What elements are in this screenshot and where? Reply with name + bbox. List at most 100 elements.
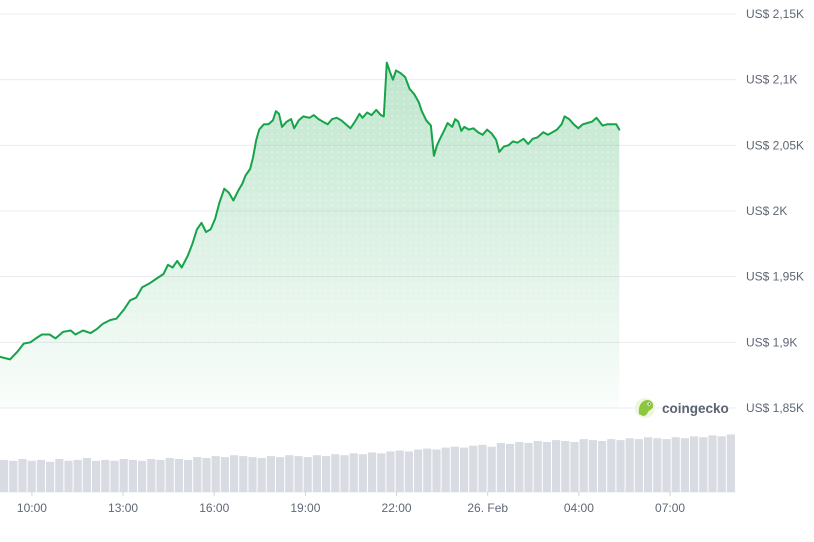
x-tick-label: 04:00 [564, 501, 594, 515]
volume-bar [542, 442, 551, 492]
volume-bar [18, 459, 27, 492]
volume-bar [46, 461, 55, 492]
volume-bar [616, 440, 625, 492]
volume-bar [82, 458, 91, 492]
volume-bar [404, 451, 413, 492]
x-tick-label: 07:00 [655, 501, 685, 515]
y-tick-label: US$ 2,1K [746, 73, 797, 87]
volume-bar [432, 449, 441, 492]
volume-bar [184, 459, 193, 492]
y-tick-label: US$ 2,15K [746, 7, 804, 21]
volume-bar [312, 455, 321, 492]
x-tick-label: 10:00 [17, 501, 47, 515]
volume-bar [211, 456, 220, 492]
volume-bar [248, 457, 257, 492]
volume-bar [395, 450, 404, 492]
volume-bar [147, 459, 156, 492]
x-tick-label: 16:00 [199, 501, 229, 515]
volume-bar [634, 439, 643, 492]
volume-bar [469, 445, 478, 492]
x-axis-tick-labels: 10:00 13:00 16:00 19:00 22:00 26. Feb 04:00 07:… [17, 492, 685, 515]
volume-bar [524, 442, 533, 492]
volume-bar [561, 441, 570, 492]
volume-bar [193, 457, 202, 492]
volume-bar [570, 442, 579, 492]
volume-bar [110, 460, 119, 492]
volume-bar [662, 439, 671, 492]
volume-bar [340, 455, 349, 492]
coingecko-wordmark: coingecko [662, 401, 729, 416]
volume-bars [0, 434, 735, 492]
volume-bar [276, 457, 285, 492]
y-tick-label: US$ 1,9K [746, 335, 797, 349]
volume-bar [174, 459, 183, 492]
volume-bar [0, 459, 9, 492]
y-tick-label: US$ 1,95K [746, 270, 804, 284]
volume-bar [506, 443, 515, 492]
volume-bar [726, 434, 735, 492]
volume-bar [671, 437, 680, 492]
volume-bar [230, 455, 239, 492]
volume-bar [202, 458, 211, 492]
volume-bar [257, 458, 266, 492]
volume-bar [73, 459, 82, 492]
volume-bar [699, 437, 708, 492]
volume-bar [423, 448, 432, 492]
volume-bar [579, 439, 588, 492]
volume-bar [588, 440, 597, 492]
volume-bar [414, 449, 423, 492]
x-tick-label: 13:00 [108, 501, 138, 515]
volume-bar [322, 456, 331, 492]
volume-bar [294, 456, 303, 492]
volume-bar [460, 447, 469, 492]
volume-bar [358, 454, 367, 492]
volume-bar [27, 460, 36, 492]
price-area [0, 62, 620, 408]
volume-bar [138, 460, 147, 492]
volume-bar [478, 444, 487, 492]
volume-bar [598, 441, 607, 492]
volume-bar [165, 458, 174, 492]
volume-bar [653, 438, 662, 492]
volume-bar [450, 446, 459, 492]
volume-bar [496, 442, 505, 492]
volume-bar [377, 453, 386, 492]
volume-bar [708, 435, 717, 492]
x-tick-label: 22:00 [382, 501, 412, 515]
volume-bar [9, 460, 18, 492]
volume-bar [303, 457, 312, 492]
volume-bar [119, 459, 128, 492]
volume-bar [266, 456, 275, 492]
volume-bar [441, 447, 450, 492]
volume-bar [36, 459, 45, 492]
coingecko-watermark: coingecko [635, 398, 729, 418]
volume-bar [101, 459, 110, 492]
y-tick-label: US$ 1,85K [746, 401, 804, 415]
price-area-dots [0, 62, 620, 408]
volume-bar [156, 459, 165, 492]
volume-bar [690, 436, 699, 492]
volume-bar [239, 456, 248, 492]
volume-bar [55, 459, 64, 492]
volume-bar [285, 455, 294, 492]
volume-bar [128, 459, 137, 492]
x-tick-label: 26. Feb [467, 501, 508, 515]
price-line [0, 61, 621, 361]
volume-bar [349, 453, 358, 492]
volume-bar [625, 438, 634, 492]
volume-bar [92, 460, 101, 492]
volume-bar [717, 436, 726, 492]
price-line-layer [0, 61, 621, 361]
volume-bar [644, 437, 653, 492]
y-tick-label: US$ 2K [746, 204, 787, 218]
y-tick-label: US$ 2,05K [746, 138, 804, 152]
volume-bar [220, 457, 229, 492]
volume-bar [515, 442, 524, 492]
x-tick-label: 19:00 [290, 501, 320, 515]
volume-bar [533, 441, 542, 492]
gecko-logo-icon [635, 398, 655, 418]
volume-bar [607, 439, 616, 492]
volume-bar [680, 438, 689, 492]
